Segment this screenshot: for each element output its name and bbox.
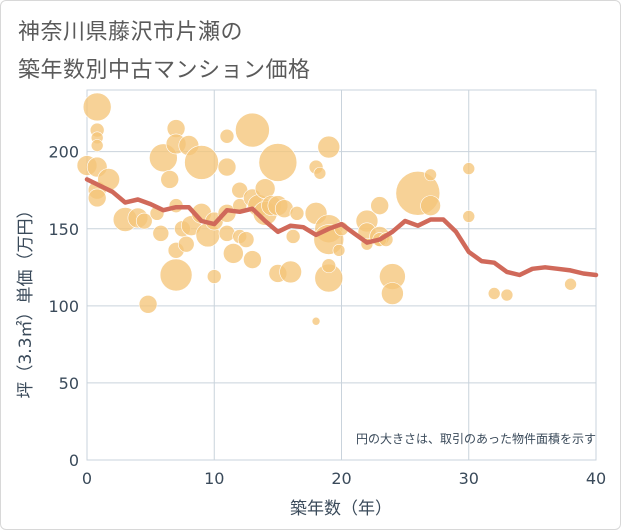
chart-title-line1: 神奈川県藤沢市片瀬の (18, 20, 244, 45)
bubble-point (235, 112, 270, 148)
bubble-point (311, 316, 321, 326)
bubble-point (223, 243, 244, 264)
bubble-point (285, 229, 301, 244)
bubble-point (90, 139, 104, 152)
bubble-point (237, 231, 255, 248)
x-tick-label: 10 (204, 469, 224, 488)
y-ticks: 0 50 100 150 200 (48, 143, 79, 470)
bubble-point (279, 260, 302, 284)
bubble-point (332, 244, 346, 257)
bubble-point (289, 206, 305, 221)
x-tick-label: 30 (459, 469, 479, 488)
bubble-point (424, 168, 437, 182)
bubble-point (321, 258, 337, 274)
bubble-point (177, 235, 195, 253)
trend-line (84, 177, 599, 278)
x-axis-label: 築年数（年） (290, 499, 392, 519)
annotation: 円の大きさは、取引のあった物件面積を示す (356, 431, 596, 446)
bubble-point (564, 277, 577, 291)
chart-title-line2: 築年数別中古マンション価格 (18, 58, 311, 83)
bubble-point (82, 92, 112, 122)
y-tick-label: 0 (69, 451, 79, 470)
bubble-point (313, 166, 327, 180)
x-ticks: 0 10 20 30 40 (82, 469, 606, 488)
bubble-point (135, 212, 153, 230)
bubble-point (160, 170, 180, 189)
bubble-point (420, 195, 441, 216)
bubble-point (138, 294, 158, 314)
bubble-point (206, 269, 222, 284)
bubble-point (487, 287, 501, 300)
y-tick-label: 200 (48, 143, 79, 162)
y-tick-label: 50 (59, 374, 79, 393)
bubble-point (152, 225, 170, 242)
bubble-point (217, 157, 237, 177)
y-axis-label: 坪（3.3㎡）単価（万円） (16, 201, 36, 398)
bubble-point (381, 282, 404, 305)
bubble-point (184, 145, 219, 180)
bubble-point (159, 258, 193, 292)
bubble-point (500, 288, 514, 302)
y-tick-label: 100 (48, 297, 79, 316)
bubbles (76, 92, 577, 326)
bubble-point (317, 135, 341, 159)
bubble-point (87, 188, 107, 208)
x-tick-label: 40 (586, 469, 606, 488)
bubble-point (219, 128, 235, 144)
bubble-point (218, 225, 236, 242)
x-tick-label: 20 (331, 469, 351, 488)
x-tick-label: 0 (82, 469, 92, 488)
bubble-point (462, 162, 476, 175)
bubble-point (243, 250, 262, 269)
bubble-point (370, 196, 389, 215)
y-tick-label: 150 (48, 220, 79, 239)
bubble-point (462, 210, 476, 223)
bubble-point (258, 143, 298, 182)
